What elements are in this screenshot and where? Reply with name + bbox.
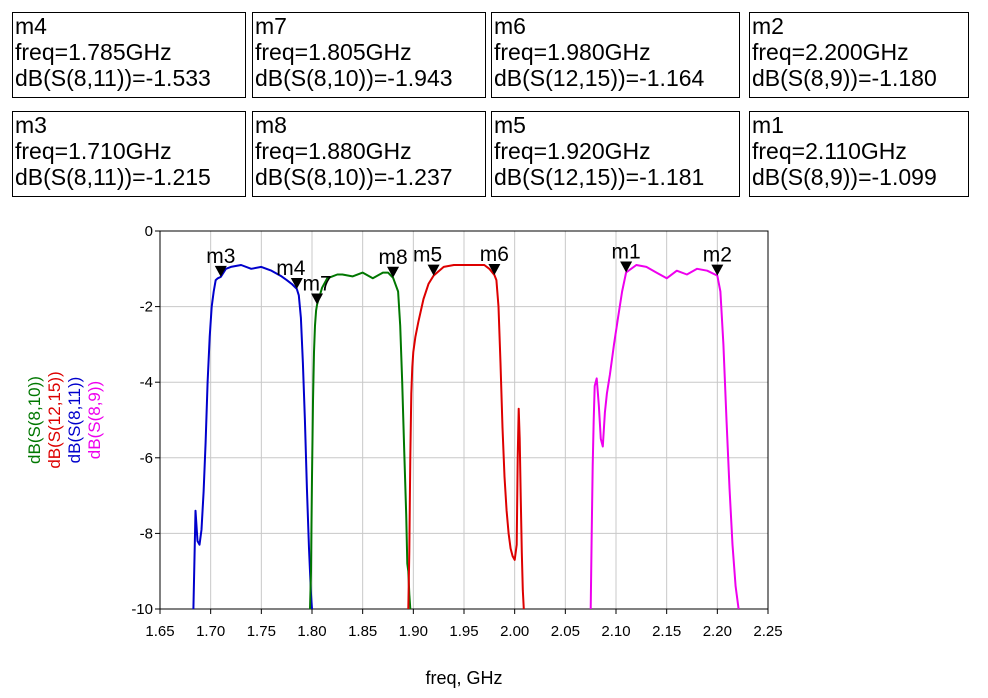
y-axis-label: dB(S(12,15)) [45, 371, 64, 468]
y-tick-label: -10 [131, 601, 153, 618]
marker-label: m7 [302, 272, 331, 295]
y-tick-label: -4 [140, 374, 153, 391]
marker-value: dB(S(12,15))=-1.181 [494, 164, 705, 190]
marker-freq: freq=1.805GHz [255, 39, 412, 65]
marker-triangle [488, 263, 501, 275]
marker-triangle [290, 277, 303, 289]
marker-freq: freq=2.200GHz [752, 39, 909, 65]
marker-freq: freq=1.710GHz [15, 138, 172, 164]
marker-triangle [387, 266, 400, 278]
marker-label: m2 [703, 244, 732, 267]
x-tick-label: 1.95 [449, 623, 478, 640]
marker-name: m5 [494, 112, 526, 138]
marker-box-m4: m4 freq=1.785GHz dB(S(8,11))=-1.533 [12, 12, 246, 98]
x-tick-label: 2.15 [652, 623, 681, 640]
marker-triangle [711, 264, 724, 276]
x-tick-label: 1.65 [145, 623, 174, 640]
y-tick-label: 0 [145, 223, 153, 240]
marker-label: m3 [206, 245, 235, 268]
marker-freq: freq=1.880GHz [255, 138, 412, 164]
y-axis-label: dB(S(8,10)) [25, 376, 44, 464]
marker-box-m3: m3 freq=1.710GHz dB(S(8,11))=-1.215 [12, 111, 246, 197]
y-tick-label: -6 [140, 450, 153, 467]
y-axis-label: dB(S(8,11)) [65, 377, 84, 464]
series-line [407, 264, 525, 610]
marker-box-m7: m7 freq=1.805GHz dB(S(8,10))=-1.943 [252, 12, 486, 98]
marker-label: m4 [276, 257, 305, 280]
x-tick-label: 1.85 [348, 623, 377, 640]
x-tick-label: 2.05 [551, 623, 580, 640]
marker-value: dB(S(12,15))=-1.164 [494, 65, 705, 91]
x-tick-label: 1.90 [399, 623, 428, 640]
series-line [192, 264, 313, 610]
marker-box-m1: m1 freq=2.110GHz dB(S(8,9))=-1.099 [749, 111, 969, 197]
marker-name: m3 [15, 112, 47, 138]
x-tick-label: 1.75 [247, 623, 276, 640]
marker-value: dB(S(8,9))=-1.180 [752, 65, 937, 91]
marker-name: m7 [255, 13, 287, 39]
marker-label: m5 [413, 244, 442, 267]
marker-value: dB(S(8,11))=-1.533 [15, 65, 211, 91]
marker-triangle [620, 261, 633, 273]
marker-name: m1 [752, 112, 784, 138]
marker-name: m4 [15, 13, 47, 39]
x-tick-label: 2.25 [753, 623, 782, 640]
marker-label: m8 [378, 246, 407, 269]
x-axis-label: freq, GHz [425, 668, 502, 688]
x-tick-label: 1.70 [196, 623, 225, 640]
y-tick-label: -8 [140, 525, 153, 542]
marker-triangle [311, 293, 324, 305]
marker-value: dB(S(8,10))=-1.237 [255, 164, 453, 190]
marker-box-m5: m5 freq=1.920GHz dB(S(12,15))=-1.181 [491, 111, 740, 197]
marker-name: m6 [494, 13, 526, 39]
marker-value: dB(S(8,11))=-1.215 [15, 164, 211, 190]
marker-box-m6: m6 freq=1.980GHz dB(S(12,15))=-1.164 [491, 12, 740, 98]
marker-name: m2 [752, 13, 784, 39]
marker-freq: freq=1.920GHz [494, 138, 651, 164]
marker-freq: freq=1.980GHz [494, 39, 651, 65]
marker-triangle [427, 264, 440, 276]
x-tick-label: 2.20 [703, 623, 732, 640]
marker-triangle [214, 265, 227, 277]
marker-box-m8: m8 freq=1.880GHz dB(S(8,10))=-1.237 [252, 111, 486, 197]
x-tick-label: 1.80 [297, 623, 326, 640]
marker-name: m8 [255, 112, 287, 138]
x-tick-label: 2.10 [601, 623, 630, 640]
series-line [589, 264, 740, 610]
marker-value: dB(S(8,9))=-1.099 [752, 164, 937, 190]
marker-label: m6 [480, 243, 509, 266]
marker-freq: freq=1.785GHz [15, 39, 172, 65]
marker-label: m1 [612, 241, 641, 264]
y-axis-label: dB(S(8,9)) [85, 381, 104, 459]
series-line [309, 271, 412, 610]
marker-box-m2: m2 freq=2.200GHz dB(S(8,9))=-1.180 [749, 12, 969, 98]
marker-value: dB(S(8,10))=-1.943 [255, 65, 453, 91]
marker-freq: freq=2.110GHz [752, 138, 907, 164]
x-tick-label: 2.00 [500, 623, 529, 640]
y-tick-label: -2 [140, 299, 153, 316]
